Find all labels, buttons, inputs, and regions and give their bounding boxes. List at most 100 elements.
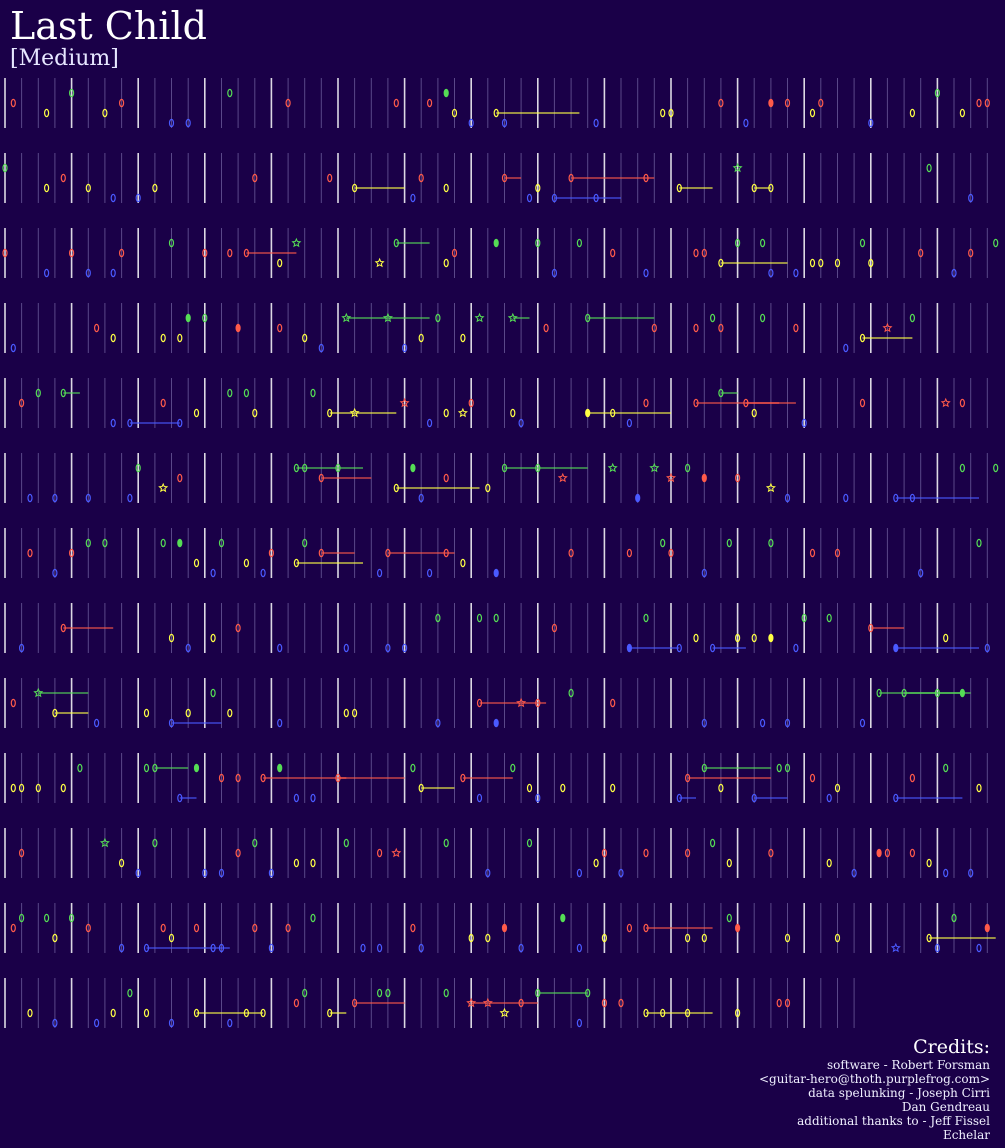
green-note xyxy=(784,763,791,773)
green-note xyxy=(302,463,308,473)
yellow-note xyxy=(160,333,166,343)
green-note xyxy=(901,688,907,698)
yellow-note xyxy=(260,1008,266,1018)
red-note xyxy=(235,323,241,333)
green-note xyxy=(185,313,191,323)
red-note xyxy=(468,398,474,408)
yellow-star-note xyxy=(374,257,385,268)
blue-note xyxy=(168,118,175,128)
red-note xyxy=(693,248,699,258)
blue-note xyxy=(743,118,749,128)
red-note xyxy=(235,848,241,858)
blue-note xyxy=(968,868,974,878)
blue-note xyxy=(626,418,633,428)
yellow-note xyxy=(660,1008,666,1018)
green-note xyxy=(77,763,83,773)
green-note xyxy=(435,613,441,623)
blue-note xyxy=(526,193,533,203)
blue-note xyxy=(418,493,424,503)
green-note xyxy=(701,763,707,773)
green-note xyxy=(926,163,932,173)
blue-note xyxy=(227,1018,233,1028)
green-note xyxy=(2,163,8,173)
red-note xyxy=(809,548,816,558)
red-note xyxy=(293,998,299,1008)
red-note xyxy=(684,773,691,783)
red-note xyxy=(718,98,724,108)
red-note xyxy=(818,98,824,108)
blue-note xyxy=(135,193,141,203)
green-note xyxy=(759,313,766,323)
red-note xyxy=(734,473,741,483)
green-note xyxy=(576,238,583,248)
green-note xyxy=(934,88,941,98)
yellow-note xyxy=(243,558,249,568)
blue-note xyxy=(435,718,441,728)
blue-note xyxy=(93,1018,100,1028)
yellow-note xyxy=(809,258,816,268)
green-note xyxy=(168,238,175,248)
blue-note xyxy=(210,568,216,578)
yellow-note xyxy=(193,1008,200,1018)
blue-note xyxy=(976,943,982,953)
green-note xyxy=(252,838,258,848)
red-note xyxy=(643,923,649,933)
red-star-note xyxy=(940,397,951,408)
yellow-note xyxy=(834,783,841,793)
green-note xyxy=(684,463,691,473)
blue-note xyxy=(518,418,524,428)
yellow-note xyxy=(868,258,874,268)
yellow-note xyxy=(60,783,66,793)
yellow-note xyxy=(19,783,25,793)
blue-note xyxy=(268,943,274,953)
green-note xyxy=(377,988,383,998)
blue-note xyxy=(43,268,50,278)
yellow-note xyxy=(784,933,791,943)
green-note xyxy=(768,538,774,548)
red-note xyxy=(568,548,574,558)
blue-note xyxy=(909,493,916,503)
green-star-note xyxy=(732,162,743,173)
yellow-note xyxy=(252,408,258,418)
red-note xyxy=(393,98,399,108)
green-note xyxy=(60,388,66,398)
red-note xyxy=(868,623,874,633)
yellow-note xyxy=(768,183,774,193)
blue-note xyxy=(218,868,225,878)
yellow-note xyxy=(693,633,699,643)
green-note xyxy=(759,238,766,248)
red-note xyxy=(118,248,125,258)
yellow-note xyxy=(751,408,757,418)
yellow-note xyxy=(143,1008,150,1018)
red-note xyxy=(202,248,208,258)
blue-note xyxy=(843,343,849,353)
blue-note xyxy=(501,118,508,128)
green-star-note xyxy=(607,462,618,473)
red-note xyxy=(776,998,782,1008)
credits-block: Credits: software - Robert Forsman <guit… xyxy=(759,1036,990,1142)
yellow-note xyxy=(143,708,150,718)
blue-note xyxy=(551,193,558,203)
red-star-note xyxy=(399,397,410,408)
yellow-note xyxy=(293,558,299,568)
green-note xyxy=(127,988,133,998)
red-note xyxy=(543,323,549,333)
blue-note xyxy=(343,643,349,653)
green-note xyxy=(43,913,50,923)
yellow-note xyxy=(976,783,982,793)
blue-note xyxy=(751,793,757,803)
red-note xyxy=(610,248,616,258)
yellow-note xyxy=(451,108,458,118)
yellow-note xyxy=(701,933,707,943)
yellow-note xyxy=(85,183,91,193)
green-note xyxy=(709,313,716,323)
yellow-note xyxy=(560,783,566,793)
red-note xyxy=(243,248,249,258)
red-star-note xyxy=(666,472,676,483)
yellow-note xyxy=(726,858,732,868)
blue-note xyxy=(843,493,849,503)
red-star-note xyxy=(466,997,477,1008)
green-note xyxy=(227,388,233,398)
red-note xyxy=(793,323,799,333)
red-note xyxy=(10,698,16,708)
